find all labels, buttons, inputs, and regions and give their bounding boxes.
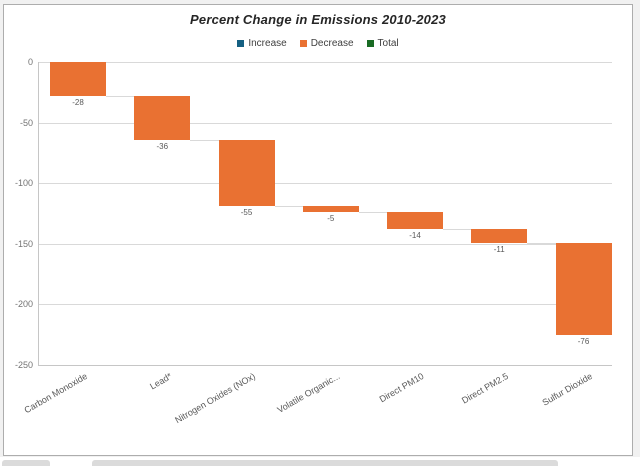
waterfall-bar-sulfur-dioxide[interactable]	[555, 242, 612, 335]
y-axis-tick-label: -200	[14, 299, 33, 310]
bar-data-label: -76	[577, 336, 590, 346]
legend-item-total[interactable]: Total	[366, 38, 399, 49]
waterfall-connector	[106, 95, 135, 97]
legend-swatch-icon	[299, 40, 307, 47]
x-axis-category-label: Lead*	[147, 371, 174, 392]
y-axis-tick-label: -250	[14, 360, 33, 370]
waterfall-connector	[443, 229, 472, 231]
bar-data-label: -28	[72, 97, 84, 107]
waterfall-bar-lead[interactable]	[134, 95, 191, 140]
gridline	[38, 183, 612, 185]
x-axis-line	[38, 365, 612, 366]
x-axis-category-label: Carbon Monoxide	[22, 371, 89, 416]
bar-data-label: -14	[409, 231, 421, 241]
bar-data-label: -55	[240, 208, 253, 218]
waterfall-bar-carbon-monoxide[interactable]	[50, 62, 106, 96]
x-axis-category-label: Sulfur Dioxide	[540, 371, 595, 408]
waterfall-bar-nitrogen-oxides-nox[interactable]	[218, 139, 275, 207]
legend-label: Total	[377, 38, 399, 49]
y-axis-tick-label: -100	[14, 178, 33, 189]
bar-data-label: -5	[327, 214, 335, 224]
gridline	[38, 304, 612, 306]
y-axis-tick-label: -50	[19, 117, 33, 128]
waterfall-connector	[274, 206, 303, 208]
gridline	[38, 122, 612, 124]
legend-label: Increase	[248, 38, 287, 49]
y-axis-line	[38, 62, 39, 365]
x-axis-category-label: Direct PM10	[378, 371, 426, 405]
x-axis-category-label: Volatile Organic...	[275, 371, 342, 415]
legend-swatch-icon	[237, 40, 245, 47]
waterfall-connector	[527, 242, 556, 244]
waterfall-bar-direct-pm10[interactable]	[387, 212, 443, 230]
legend-item-decrease[interactable]: Decrease	[299, 38, 354, 49]
bar-data-label: -36	[156, 141, 169, 151]
sheet-tab[interactable]	[2, 460, 50, 466]
bar-data-label: -11	[493, 244, 505, 254]
legend-label: Decrease	[310, 38, 354, 49]
sheet-tab-strip	[0, 457, 640, 466]
x-axis-category-label: Nitrogen Oxides (NOx)	[173, 371, 258, 426]
sheet-tab[interactable]	[92, 460, 558, 466]
chart-title: Percent Change in Emissions 2010-2023	[190, 12, 446, 27]
x-axis-category-label: Direct PM2.5	[460, 371, 511, 406]
waterfall-connector	[358, 212, 387, 214]
waterfall-connector	[190, 139, 219, 141]
waterfall-bar-direct-pm2-5[interactable]	[471, 229, 528, 243]
gridline	[38, 62, 612, 63]
y-axis-tick-label: -150	[14, 238, 33, 249]
legend-item-increase[interactable]: Increase	[237, 38, 287, 49]
chart-legend: Increase Decrease Total	[4, 38, 632, 49]
chart-area: Percent Change in Emissions 2010-2023 In…	[3, 4, 633, 456]
y-axis-tick-label: 0	[27, 57, 33, 67]
legend-swatch-icon	[366, 40, 374, 47]
waterfall-bar-volatile-organic[interactable]	[302, 206, 359, 213]
gridline	[38, 243, 612, 245]
